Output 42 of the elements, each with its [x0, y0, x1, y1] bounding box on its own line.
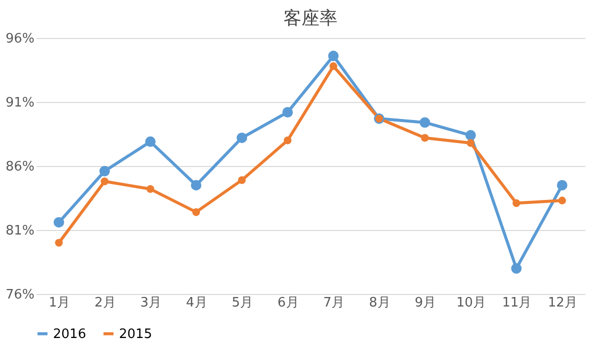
x-tick-label: 11月 [502, 296, 532, 310]
point [558, 196, 566, 204]
y-tick-label: 91% [6, 96, 34, 110]
point [556, 180, 568, 190]
point [99, 166, 110, 176]
point [284, 136, 292, 144]
legend-label: 2016 [53, 326, 86, 342]
y-tick-label: 76% [6, 288, 34, 302]
point [190, 180, 202, 190]
point [330, 62, 338, 70]
point [466, 139, 474, 147]
point [146, 185, 154, 193]
point [421, 134, 429, 142]
x-tick-label: 6月 [277, 296, 299, 310]
point [55, 238, 63, 247]
x-tick-label: 4月 [186, 296, 208, 310]
x-tick-label: 10月 [456, 296, 486, 310]
point [145, 136, 156, 147]
point [512, 199, 520, 207]
x-tick-label: 5月 [232, 296, 254, 310]
point [54, 217, 64, 228]
y-tick-label: 86% [6, 160, 34, 174]
x-tick-label: 3月 [140, 296, 162, 310]
point [465, 130, 476, 141]
legend-label: 2015 [119, 326, 152, 342]
x-tick-label: 2月 [94, 296, 116, 310]
x-tick-label: 12月 [548, 296, 578, 310]
y-tick-label: 81% [6, 224, 34, 238]
x-tick-label: 1月 [48, 296, 70, 310]
chart-title: 客座率 [284, 8, 338, 29]
x-tick-label: 7月 [323, 296, 345, 310]
point [328, 50, 339, 62]
point [282, 107, 293, 118]
x-tick-label: 9月 [414, 296, 436, 310]
point [236, 132, 248, 144]
y-tick-label: 96% [6, 32, 34, 46]
point [420, 117, 430, 128]
point [511, 263, 522, 274]
point [100, 177, 108, 186]
x-tick-label: 8月 [368, 296, 390, 310]
point [238, 176, 246, 184]
point [192, 208, 200, 216]
